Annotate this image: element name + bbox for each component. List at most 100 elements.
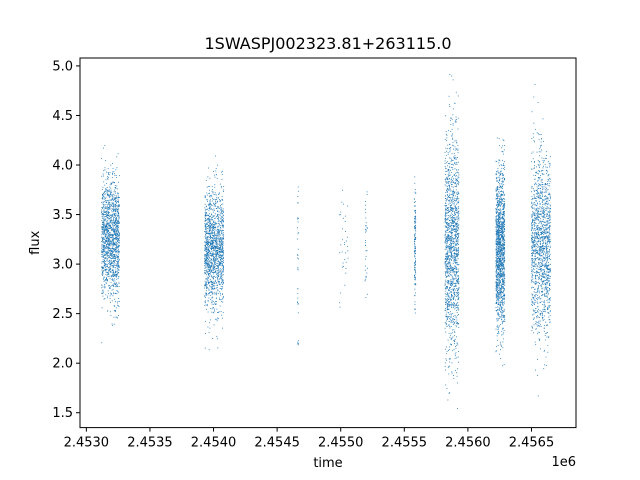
data-point (453, 164, 455, 166)
data-point (221, 250, 223, 252)
data-point (103, 248, 105, 250)
data-point (117, 210, 119, 212)
data-point (218, 263, 220, 265)
data-point (451, 251, 452, 253)
data-point (451, 302, 453, 304)
data-point (118, 215, 120, 217)
data-point (498, 299, 500, 301)
data-point (109, 199, 111, 201)
data-point (447, 212, 449, 214)
data-point (457, 368, 459, 370)
data-point (204, 302, 206, 304)
data-point (209, 228, 211, 230)
data-point (365, 296, 367, 298)
data-point (445, 287, 447, 289)
data-point (107, 211, 109, 213)
data-point (445, 348, 447, 350)
data-point (207, 287, 209, 289)
data-point (216, 207, 218, 209)
data-point (216, 265, 218, 267)
data-point (207, 248, 209, 250)
data-point (449, 392, 451, 394)
data-point (103, 241, 105, 243)
data-point (204, 296, 206, 298)
data-point (448, 301, 450, 303)
data-point (209, 205, 211, 207)
data-point (102, 186, 104, 188)
data-point (497, 344, 499, 346)
data-point (217, 250, 219, 252)
data-point (101, 262, 103, 264)
data-point (212, 277, 214, 279)
data-point (451, 180, 453, 182)
data-point (222, 226, 224, 228)
data-point (104, 228, 106, 230)
data-point (104, 259, 106, 261)
data-point (112, 274, 114, 275)
data-point (495, 178, 497, 180)
data-point (458, 235, 460, 237)
data-point (446, 217, 448, 219)
data-point (109, 298, 111, 300)
data-point (101, 175, 103, 177)
data-point (446, 207, 448, 209)
data-point (444, 257, 446, 259)
data-point (457, 250, 459, 252)
data-point (107, 290, 109, 292)
data-point (414, 276, 416, 278)
data-point (453, 194, 455, 196)
data-point (117, 197, 119, 199)
data-point (118, 230, 120, 232)
data-point (108, 225, 110, 227)
data-point (450, 208, 452, 210)
data-point (454, 256, 456, 258)
data-point (221, 186, 223, 188)
data-point (500, 311, 502, 313)
data-point (110, 237, 112, 239)
data-point (110, 214, 112, 216)
data-point (414, 232, 416, 234)
data-point (444, 369, 446, 371)
data-point (496, 171, 498, 173)
data-point (455, 253, 457, 255)
data-point (105, 245, 107, 247)
data-point (452, 210, 454, 212)
data-point (452, 133, 454, 135)
data-point (453, 334, 455, 336)
data-point (453, 283, 455, 285)
data-point (453, 255, 455, 257)
data-point (219, 283, 221, 285)
data-point (455, 283, 457, 285)
data-point (116, 205, 118, 207)
data-point (450, 311, 452, 313)
data-point (455, 344, 457, 346)
data-point (114, 206, 116, 208)
data-point (111, 208, 113, 210)
data-point (453, 202, 455, 204)
data-point (212, 199, 214, 201)
data-point (454, 213, 456, 215)
data-point (447, 399, 449, 401)
data-point (112, 242, 114, 244)
data-point (207, 280, 209, 282)
data-point (449, 222, 451, 224)
data-point (112, 252, 113, 253)
data-point (222, 258, 224, 260)
data-point (217, 243, 219, 245)
data-point (345, 268, 347, 269)
data-point (456, 157, 458, 159)
data-point (456, 342, 458, 344)
data-point (449, 149, 451, 151)
data-point (445, 200, 447, 202)
data-point (456, 275, 458, 277)
data-point (213, 208, 215, 210)
data-point (447, 234, 449, 236)
data-point (458, 304, 460, 306)
data-point (211, 303, 213, 305)
data-point (115, 316, 117, 318)
data-point (212, 276, 214, 278)
data-point (444, 165, 446, 167)
data-point (109, 311, 111, 313)
data-point (297, 248, 299, 250)
data-point (215, 301, 217, 303)
